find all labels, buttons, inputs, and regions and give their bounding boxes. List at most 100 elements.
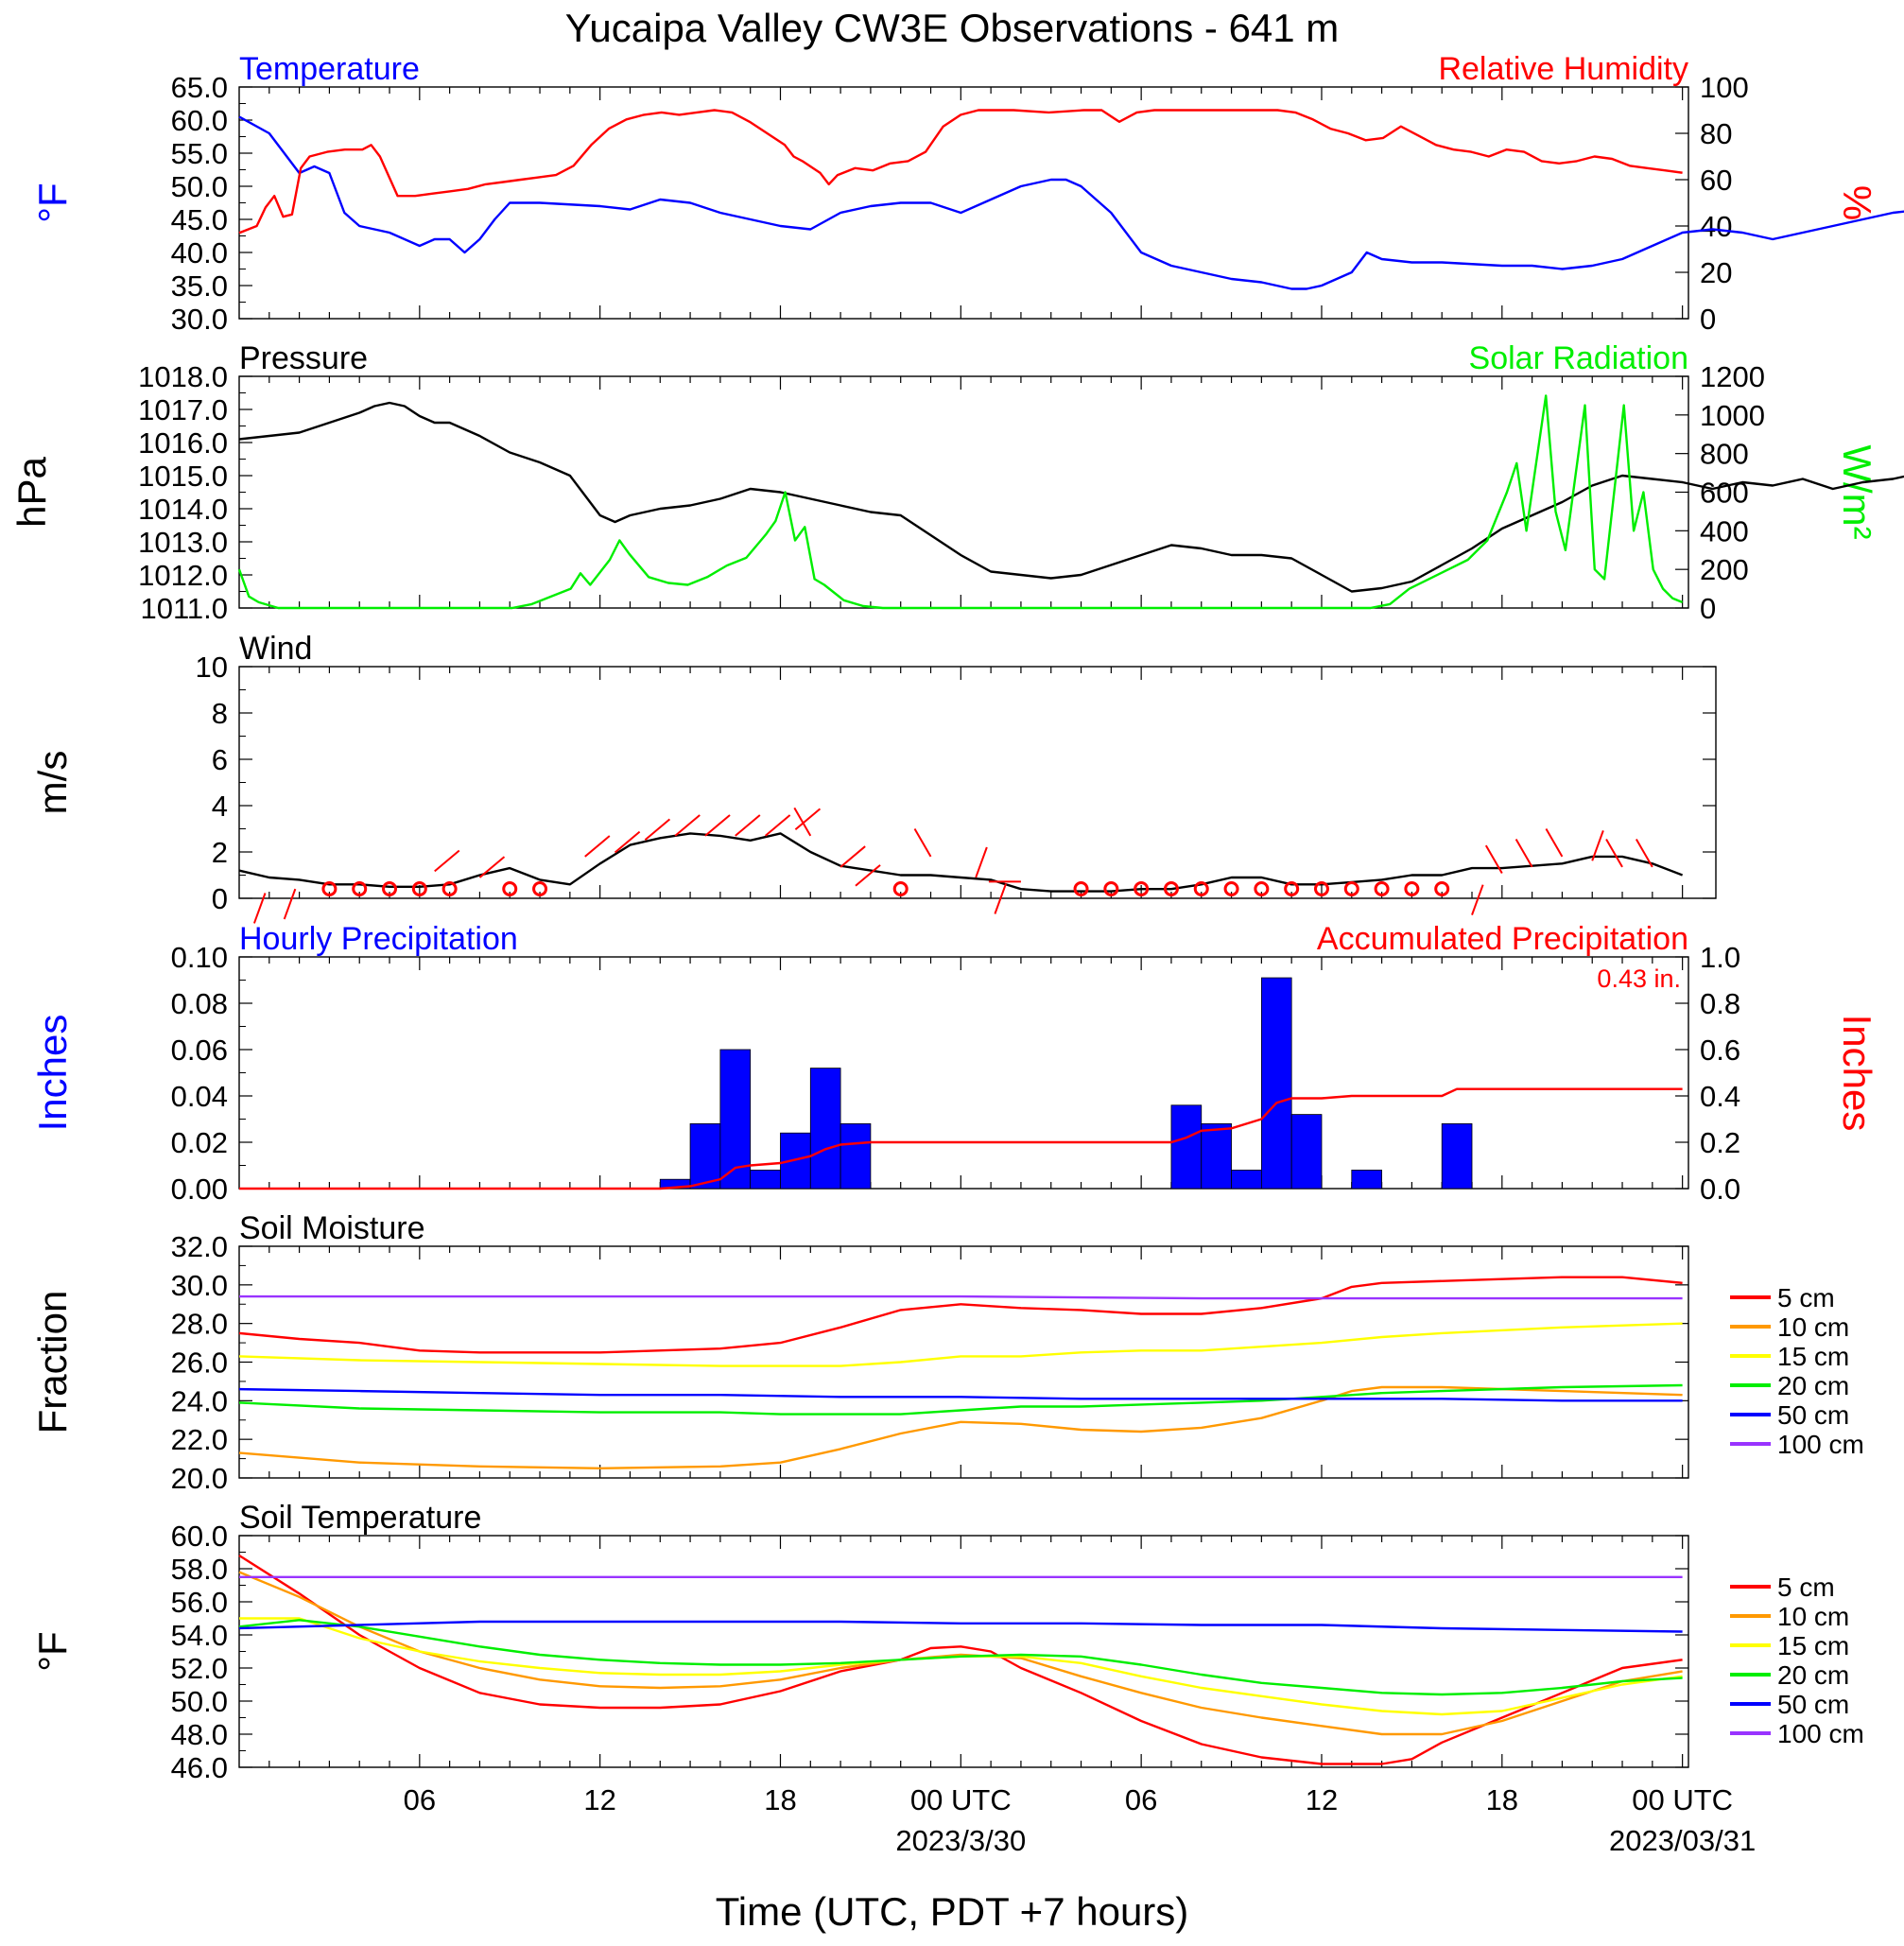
y-tick-label-left: 28.0 bbox=[171, 1308, 228, 1341]
wind-barb bbox=[252, 893, 267, 924]
y-tick-label-left: 60.0 bbox=[171, 104, 228, 137]
y-tick-label-left: 55.0 bbox=[171, 137, 228, 170]
series-line-5-cm bbox=[238, 1276, 1683, 1354]
precip-bar bbox=[1170, 1104, 1203, 1190]
wind-calm-marker bbox=[1254, 881, 1270, 896]
wind-barb bbox=[855, 864, 881, 887]
y-tick-label-right: 60 bbox=[1700, 164, 1732, 197]
y-tick-label-left: 0.10 bbox=[171, 941, 228, 974]
precip-bar bbox=[1231, 1170, 1262, 1190]
y-tick-label-left: 1018.0 bbox=[138, 360, 228, 393]
y-axis-label-left: °F bbox=[30, 182, 75, 222]
y-tick-label-right: 100 bbox=[1700, 71, 1749, 104]
y-tick-label-right: 600 bbox=[1700, 477, 1749, 510]
panel-soil_moist: 20.0 22.0 24.0 26.0 28.0 30.0 32.0 Soil Moistur… bbox=[30, 1210, 1864, 1495]
x-tick-label: 06 bbox=[404, 1783, 436, 1816]
precip-bar bbox=[1351, 1170, 1382, 1190]
y-tick-label-left: 22.0 bbox=[171, 1423, 228, 1456]
y-tick-label-right: 0.8 bbox=[1700, 987, 1740, 1020]
series-line-left bbox=[238, 401, 1904, 593]
panel-label-left: Pressure bbox=[239, 340, 368, 376]
precip-bar bbox=[689, 1123, 721, 1190]
y-tick-label-left: 1011.0 bbox=[140, 592, 228, 625]
y-tick-label-right: 0 bbox=[1700, 592, 1716, 625]
x-tick-label: 12 bbox=[1306, 1783, 1338, 1816]
precip-bar bbox=[809, 1068, 841, 1190]
series-line-left bbox=[238, 115, 1904, 290]
wind-calm-marker bbox=[1284, 881, 1300, 896]
legend-label: 50 cm bbox=[1777, 1690, 1849, 1719]
legend-label: 15 cm bbox=[1777, 1342, 1849, 1371]
y-axis-label-right: Inches bbox=[1835, 1015, 1879, 1132]
y-tick-label-left: 65.0 bbox=[171, 71, 228, 104]
panel-frame bbox=[238, 86, 1689, 320]
wind-barb bbox=[913, 827, 932, 858]
panel-label-left: Hourly Precipitation bbox=[239, 921, 518, 957]
precip-bar bbox=[1441, 1123, 1473, 1190]
y-axis-label-left: Inches bbox=[30, 1015, 75, 1132]
y-tick-label-right: 200 bbox=[1700, 553, 1749, 586]
panel-precip: 0.00 0.02 0.04 0.06 0.08 0.10 0.0 0.2 0.4 0.6 0.8 1… bbox=[30, 921, 1879, 1206]
wind-barb bbox=[434, 849, 460, 873]
x-date-label: 2023/03/31 bbox=[1609, 1824, 1756, 1857]
legend-label: 100 cm bbox=[1777, 1719, 1864, 1748]
wind-calm-marker bbox=[1404, 881, 1420, 896]
y-tick-label-right: 1000 bbox=[1700, 399, 1765, 432]
wind-barb bbox=[1484, 844, 1503, 875]
y-tick-label-left: 35.0 bbox=[171, 269, 228, 303]
wind-barb bbox=[704, 814, 731, 837]
wind-barb bbox=[644, 818, 671, 842]
x-tick-label: 18 bbox=[764, 1783, 796, 1816]
y-tick-label-right: 40 bbox=[1700, 210, 1732, 243]
wind-calm-marker bbox=[502, 881, 518, 896]
y-axis-label-left: hPa bbox=[9, 456, 54, 527]
series-line-20-cm bbox=[238, 1619, 1683, 1696]
wind-calm-marker bbox=[532, 881, 548, 896]
series-line-right bbox=[238, 109, 1683, 235]
accumulated-total-label: 0.43 in. bbox=[1597, 964, 1681, 993]
y-tick-label-left: 0.08 bbox=[171, 987, 228, 1020]
wind-calm-marker bbox=[1374, 881, 1390, 896]
wind-calm-marker bbox=[1134, 881, 1150, 896]
x-tick-label: 12 bbox=[583, 1783, 615, 1816]
wind-barb bbox=[1515, 838, 1533, 868]
y-tick-label-left: 40.0 bbox=[171, 236, 228, 269]
x-tick-label: 06 bbox=[1125, 1783, 1157, 1816]
y-axis-label-left: Fraction bbox=[30, 1291, 75, 1434]
y-axis-label-left: °F bbox=[30, 1631, 75, 1671]
y-tick-label-right: 1200 bbox=[1700, 360, 1765, 393]
y-tick-label-right: 0.2 bbox=[1700, 1126, 1740, 1159]
panel-label-right: Relative Humidity bbox=[1438, 51, 1688, 87]
wind-calm-marker bbox=[1313, 881, 1329, 896]
wind-barb bbox=[794, 808, 822, 831]
y-tick-label-left: 8 bbox=[212, 697, 228, 730]
wind-barb bbox=[793, 807, 812, 837]
wind-calm-marker bbox=[1193, 881, 1209, 896]
y-tick-label-left: 2 bbox=[212, 836, 228, 869]
wind-barb bbox=[1471, 884, 1484, 915]
wind-calm-marker bbox=[411, 881, 427, 896]
y-tick-label-left: 1014.0 bbox=[138, 493, 228, 526]
y-tick-label-right: 400 bbox=[1700, 514, 1749, 547]
series-line-left bbox=[238, 832, 1684, 893]
wind-barb bbox=[478, 856, 506, 878]
series-line-100-cm bbox=[239, 1294, 1683, 1300]
panel-label-left: Soil Moisture bbox=[239, 1210, 425, 1246]
wind-calm-marker bbox=[1343, 881, 1359, 896]
wind-calm-marker bbox=[892, 881, 909, 896]
y-tick-label-left: 30.0 bbox=[171, 303, 228, 336]
y-tick-label-left: 0.00 bbox=[171, 1173, 228, 1206]
y-tick-label-left: 48.0 bbox=[171, 1718, 228, 1751]
wind-barb bbox=[1635, 838, 1653, 868]
y-tick-label-left: 58.0 bbox=[171, 1553, 228, 1586]
panel-soil_temp: 46.048.050.052.054.056.058.060.0 Soil Tem… bbox=[30, 1500, 1864, 1784]
series-line-50-cm bbox=[238, 1620, 1683, 1633]
y-tick-label-right: 0.6 bbox=[1700, 1034, 1740, 1067]
y-tick-label-left: 30.0 bbox=[171, 1269, 228, 1302]
legend-label: 15 cm bbox=[1777, 1631, 1849, 1660]
wind-calm-marker bbox=[1223, 881, 1239, 896]
y-tick-label-right: 20 bbox=[1700, 256, 1732, 289]
y-tick-label-right: 0.4 bbox=[1700, 1080, 1740, 1113]
precip-bar bbox=[1290, 1114, 1323, 1190]
